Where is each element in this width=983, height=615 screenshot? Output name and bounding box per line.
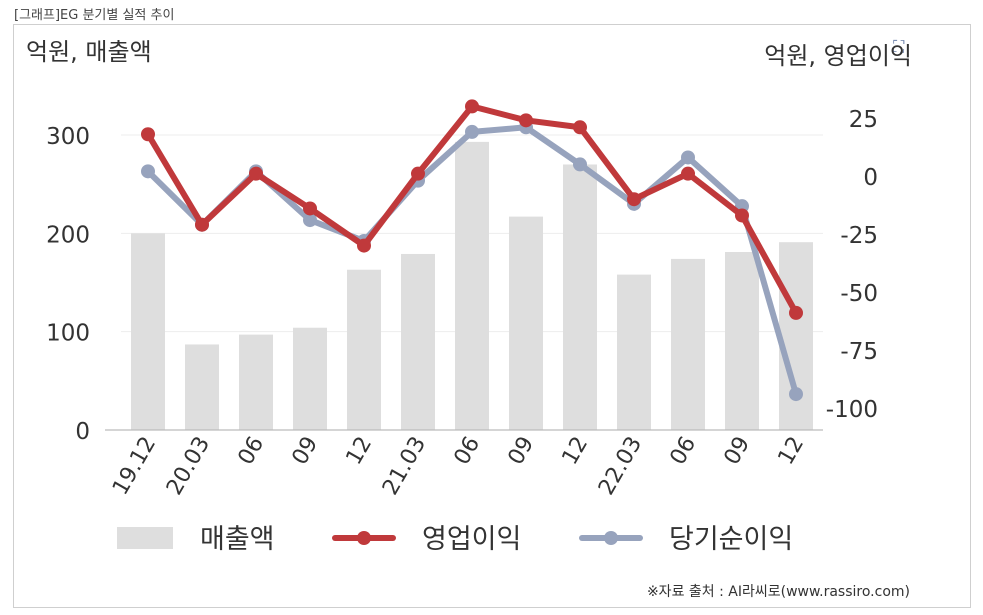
operating-profit-point — [519, 113, 533, 128]
operating-profit-point — [573, 120, 587, 135]
legend-label-net-profit: 당기순이익 — [669, 524, 793, 555]
left-tick-label: 0 — [75, 419, 90, 445]
operating-profit-point — [357, 238, 371, 253]
bar-revenue — [563, 164, 597, 430]
left-tick-label: 200 — [46, 222, 90, 248]
bar-revenue — [725, 252, 759, 430]
operating-profit-point — [411, 166, 425, 181]
bar-revenue — [239, 334, 273, 430]
net-profit-point — [141, 164, 155, 179]
net-profit-point — [465, 124, 479, 139]
left-tick-label: 300 — [46, 124, 90, 150]
x-tick-label: 20.03 — [162, 433, 215, 500]
bar-revenue — [401, 253, 435, 430]
net-profit-point — [573, 157, 587, 172]
legend-swatch-revenue — [117, 527, 173, 549]
right-axis-label: 억원, 영업이익 — [764, 42, 912, 70]
x-tick-label: 19.12 — [108, 433, 161, 500]
operating-profit-point — [249, 166, 263, 181]
chart-caption: [그래프]EG 분기별 실적 추이 — [14, 8, 175, 23]
operating-profit-point — [681, 166, 695, 181]
bar-revenue — [779, 242, 813, 430]
right-tick-label: -75 — [840, 339, 878, 365]
legend-marker-operating-profit — [357, 531, 371, 545]
right-tick-label: -25 — [840, 223, 878, 249]
operating-profit-point — [465, 99, 479, 114]
operating-profit-point — [627, 192, 641, 207]
operating-profit-point — [303, 201, 317, 216]
right-tick-label: 0 — [863, 165, 878, 191]
bar-revenue — [671, 258, 705, 430]
operating-profit-point — [195, 217, 209, 232]
right-tick-label: -100 — [826, 397, 878, 423]
left-tick-label: 100 — [46, 321, 90, 347]
operating-profit-point — [735, 208, 749, 223]
right-tick-label: -50 — [840, 281, 878, 307]
x-tick-label: 06 — [234, 433, 270, 470]
x-tick-label: 12 — [342, 433, 378, 470]
operating-profit-point — [789, 305, 803, 320]
net-profit-point — [789, 387, 803, 402]
bar-revenue — [185, 344, 219, 430]
operating-profit-point — [141, 127, 155, 142]
x-tick-label: 06 — [666, 433, 702, 470]
x-tick-label: 09 — [504, 433, 540, 470]
x-tick-label: 09 — [288, 433, 324, 470]
chart-frame — [13, 24, 971, 608]
bar-revenue — [347, 269, 381, 430]
x-tick-label: 12 — [774, 433, 810, 470]
net-profit-point — [303, 213, 317, 228]
net-profit-point — [681, 150, 695, 165]
x-tick-label: 06 — [450, 433, 486, 470]
bar-revenue — [617, 274, 651, 430]
x-tick-label: 21.03 — [378, 433, 431, 500]
bar-revenue — [509, 216, 543, 430]
right-tick-label: 25 — [849, 107, 878, 133]
legend-label-operating-profit: 영업이익 — [422, 524, 521, 555]
x-tick-label: 12 — [558, 433, 594, 470]
source-note: ※자료 출처 : AI라씨로(www.rassiro.com) — [647, 584, 910, 600]
legend-marker-net-profit — [604, 531, 618, 545]
left-axis-label: 억원, 매출액 — [26, 38, 152, 66]
scan-icon[interactable]: ⛶ — [893, 37, 905, 56]
bar-revenue — [131, 233, 165, 430]
legend-label-revenue: 매출액 — [200, 524, 275, 555]
x-tick-label: 22.03 — [594, 433, 647, 500]
bar-revenue — [293, 327, 327, 430]
bar-revenue — [455, 141, 489, 430]
x-tick-label: 09 — [720, 433, 756, 470]
